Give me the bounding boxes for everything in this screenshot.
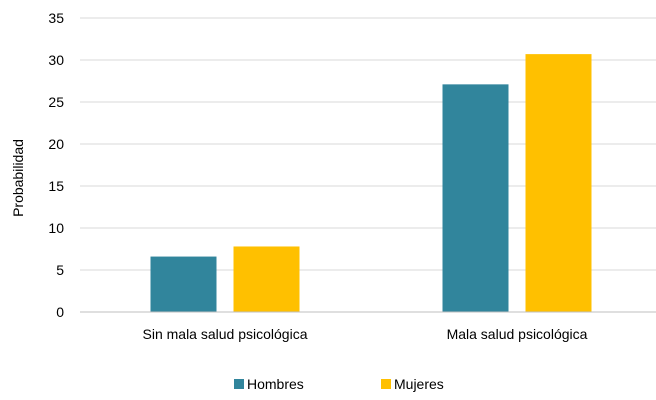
y-tick-label: 10 bbox=[48, 220, 64, 236]
y-tick-label: 15 bbox=[48, 178, 64, 194]
y-tick-label: 30 bbox=[48, 52, 64, 68]
gridlines bbox=[80, 17, 656, 271]
legend-swatch bbox=[381, 379, 391, 389]
bar-hombres-0 bbox=[150, 256, 217, 312]
y-tick-label: 35 bbox=[48, 10, 64, 26]
bars bbox=[150, 54, 592, 313]
y-axis-ticks: 0 5 10 15 20 25 30 35 bbox=[48, 10, 64, 320]
x-category-label: Sin mala salud psicológica bbox=[143, 326, 308, 342]
legend-label: Hombres bbox=[247, 376, 304, 392]
y-tick-label: 25 bbox=[48, 94, 64, 110]
x-axis-categories: Sin mala salud psicológica Mala salud psi… bbox=[143, 326, 588, 342]
bar-mujeres-1 bbox=[525, 54, 592, 313]
legend-swatch bbox=[234, 379, 244, 389]
bar-mujeres-0 bbox=[233, 246, 300, 312]
bar-hombres-1 bbox=[442, 84, 509, 312]
legend-label: Mujeres bbox=[394, 376, 444, 392]
y-axis-label: Probabilidad bbox=[10, 139, 26, 217]
y-tick-label: 5 bbox=[56, 262, 64, 278]
legend: Hombres Mujeres bbox=[234, 376, 444, 392]
x-category-label: Mala salud psicológica bbox=[447, 326, 588, 342]
y-tick-label: 20 bbox=[48, 136, 64, 152]
y-tick-label: 0 bbox=[56, 304, 64, 320]
